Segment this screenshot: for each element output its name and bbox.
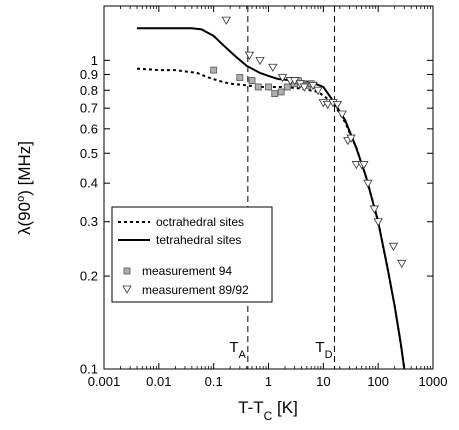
- scatter-markers: [210, 6, 407, 269]
- marker-measurement-94: [236, 74, 244, 81]
- annotations: TA TD: [229, 339, 332, 361]
- marker-measurement-89-92: [397, 259, 407, 269]
- marker-measurement-89-92: [322, 100, 333, 110]
- marker-measurement-89-92: [332, 100, 343, 110]
- marker-measurement-94: [210, 66, 218, 74]
- y-axis-ticks: 0.1 0.2 0.3 0.4 0.5 0.6 0.7 0.80.91: [80, 53, 433, 377]
- marker-measurement-89-92: [277, 74, 288, 83]
- series-line-tetrahedral: [137, 27, 406, 369]
- y-tick-label: 1: [91, 53, 98, 68]
- marker-measurement-89-92: [369, 205, 379, 214]
- legend-label-octrahedral: octrahedral sites: [156, 215, 244, 229]
- y-tick-label: 0.9: [80, 67, 98, 82]
- x-tick-label: 1000: [419, 374, 448, 389]
- x-tick-label: 0.001: [88, 374, 121, 389]
- y-tick-label: 0.7: [80, 101, 98, 116]
- reference-label-d: TD: [315, 339, 332, 361]
- y-tick-label: 0.5: [80, 146, 98, 161]
- x-tick-label: 10: [316, 374, 330, 389]
- y-axis-title: λ(90o) [MHz]: [15, 141, 34, 235]
- plot-frame: [103, 5, 434, 370]
- marker-measurement-89-92: [221, 16, 231, 25]
- x-axis-ticks: 0.001 0.01 0.1 1 10 100 1000: [88, 6, 448, 389]
- marker-measurement-89-92: [373, 218, 383, 227]
- marker-measurement-94: [254, 83, 262, 91]
- legend: octrahedral sites tetrahedral sites meas…: [111, 206, 273, 303]
- x-tick-label: 100: [367, 374, 389, 389]
- legend-label-measurement-94: measurement 94: [142, 264, 232, 278]
- marker-measurement-89-92: [244, 51, 255, 60]
- marker-measurement-89-92: [363, 179, 373, 188]
- marker-measurement-89-92: [346, 134, 356, 143]
- x-tick-label: 0.01: [146, 374, 171, 389]
- marker-measurement-94: [248, 77, 256, 84]
- series-lines: [136, 27, 406, 369]
- legend-label-tetrahedral: tetrahedral sites: [156, 233, 241, 247]
- y-tick-label: 0.1: [80, 362, 98, 377]
- marker-measurement-89-92: [359, 161, 369, 170]
- marker-measurement-89-92: [313, 86, 323, 96]
- y-tick-label: 0.6: [80, 121, 98, 136]
- y-tick-label: 0.2: [80, 269, 98, 284]
- marker-measurement-89-92: [337, 110, 347, 119]
- marker-measurement-94: [283, 83, 291, 91]
- marker-measurement-89-92: [217, 6, 219, 7]
- reference-label-a: TA: [229, 339, 246, 361]
- x-tick-label: 0.1: [205, 374, 223, 389]
- marker-measurement-89-92: [299, 83, 310, 92]
- y-tick-label: 0.4: [80, 176, 98, 191]
- legend-swatch-measurement-94: [123, 267, 131, 275]
- marker-measurement-89-92: [388, 242, 399, 251]
- marker-measurement-89-92: [268, 63, 278, 73]
- legend-swatch-measurement-89-92: [122, 285, 132, 294]
- x-tick-label: 1: [265, 374, 272, 389]
- marker-measurement-94: [271, 90, 279, 98]
- marker-measurement-89-92: [255, 56, 265, 66]
- marker-measurement-89-92: [308, 81, 318, 91]
- marker-measurement-94: [265, 83, 272, 91]
- y-tick-label: 0.3: [80, 214, 98, 229]
- legend-label-measurement-89-92: measurement 89/92: [142, 283, 249, 297]
- y-tick-label: 0.8: [80, 83, 98, 98]
- marker-measurement-94: [277, 88, 285, 96]
- x-axis-title: T-TC [K]: [238, 398, 298, 423]
